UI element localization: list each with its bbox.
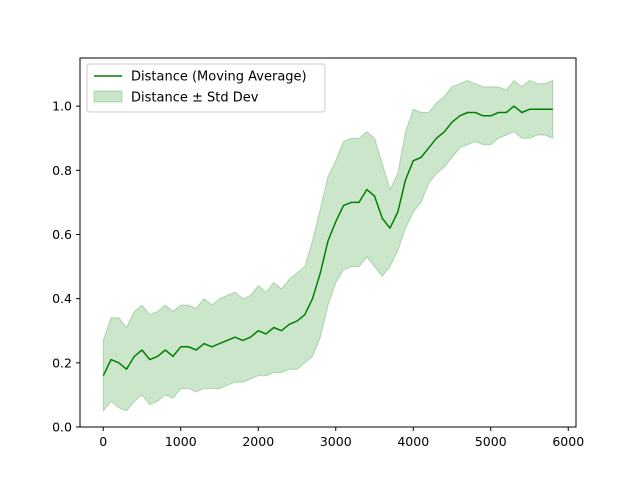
legend-label-moving-average: Distance (Moving Average)	[131, 70, 307, 85]
y-tick-label: 0.0	[52, 420, 72, 435]
x-tick-label: 5000	[475, 434, 507, 449]
legend-label-std-dev: Distance ± Std Dev	[131, 91, 259, 106]
x-tick-label: 1000	[165, 434, 197, 449]
std-dev-band	[102, 79, 554, 413]
y-tick-label: 0.6	[52, 227, 72, 242]
legend: Distance (Moving Average) Distance ± Std…	[86, 63, 326, 113]
x-tick-label: 6000	[552, 434, 584, 449]
plot-area	[102, 79, 554, 413]
x-tick-label: 3000	[320, 434, 352, 449]
x-tick-label: 2000	[242, 434, 274, 449]
y-tick-label: 0.2	[52, 355, 72, 370]
y-tick-label: 0.8	[52, 163, 72, 178]
x-tick-label: 4000	[397, 434, 429, 449]
y-tick-label: 1.0	[52, 99, 72, 114]
axes-frame	[79, 57, 577, 428]
y-axis: 0.0 0.2 0.4 0.6 0.8 1.0	[52, 99, 80, 435]
legend-box	[86, 63, 326, 113]
x-tick-label: 0	[99, 434, 107, 449]
legend-band-swatch	[93, 90, 123, 103]
x-axis: 0 1000 2000 3000 4000 5000 6000	[99, 427, 584, 449]
y-tick-label: 0.4	[52, 291, 72, 306]
moving-average-line	[102, 105, 553, 377]
